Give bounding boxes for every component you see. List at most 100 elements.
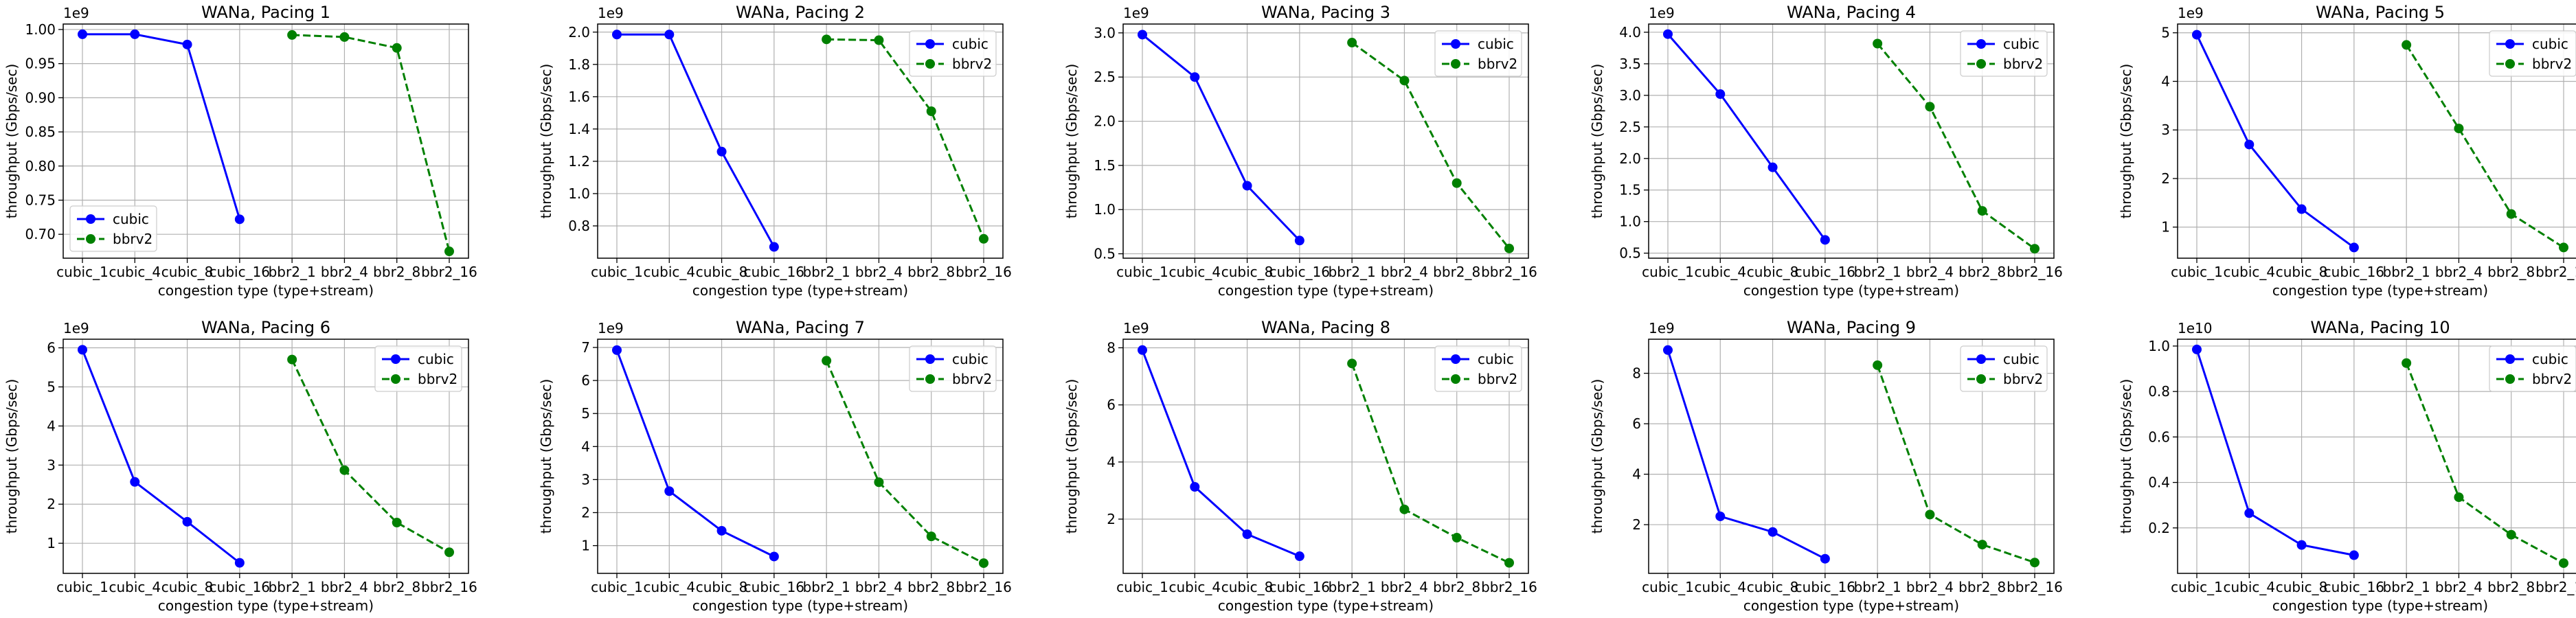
series-cubic-point [1663,345,1673,355]
plot-frame [1648,339,2055,574]
subplot-title: WANa, Pacing 7 [736,318,865,337]
series-cubic-line [1667,350,1826,560]
legend-cubic-label: cubic [952,351,988,367]
series-bbrv2-line [1351,363,1510,564]
y-tick-label: 4 [1632,466,1641,483]
x-tick-label: cubic_4 [643,264,695,280]
x-tick-label: cubic_1 [1642,264,1694,280]
x-tick-label: cubic_8 [161,579,214,595]
y-offset-label: 1e10 [2178,320,2212,336]
subplot-title: WANa, Pacing 6 [201,318,330,337]
x-tick-label: cubic_1 [56,264,109,280]
legend-cubic-marker [2505,354,2515,364]
x-tick-label: cubic_4 [1694,264,1746,280]
x-tick-label: cubic_16 [1795,579,1855,595]
series-bbrv2-point [822,34,832,45]
series-cubic-point [1820,553,1830,564]
series-cubic-point [1767,527,1778,537]
series-cubic-point [2192,30,2202,40]
subplot-title: WANa, Pacing 4 [1787,3,1916,22]
series-bbrv2-point [1504,243,1514,253]
x-tick-label: cubic_4 [1694,579,1746,595]
legend-cubic-marker [1976,39,1986,49]
series-bbrv2-point [287,30,297,40]
series-cubic-line [615,350,775,558]
x-tick-label: bbr2_8 [1433,579,1480,595]
legend: cubic bbrv2 [909,345,997,392]
legend-cubic-marker [391,354,400,364]
legend-cubic-label: cubic [952,36,988,52]
x-tick-label: cubic_8 [1747,264,1799,280]
y-tick-label: 0.90 [25,89,56,106]
y-offset-label: 1e9 [598,5,624,21]
x-tick-label: cubic_16 [2324,264,2384,280]
legend-bbrv2-label: bbrv2 [2532,371,2572,387]
x-tick-label: bbr2_4 [1906,264,1954,280]
y-tick-label: 5 [2161,25,2170,41]
x-tick-label: bbr2_16 [1481,264,1537,280]
y-tick-label: 1 [47,535,56,551]
x-tick-label: bbr2_1 [1854,579,1901,595]
y-tick-label: 1.0 [1619,214,1641,230]
series-cubic-point [78,345,87,355]
series-bbrv2-point [2506,209,2516,219]
series-cubic-line [1667,33,1827,241]
series-cubic-line [81,349,240,564]
y-tick-label: 1.00 [25,21,56,38]
series-cubic-line [2195,349,2355,556]
series-bbrv2-point [1977,206,1987,216]
x-axis-label: congestion type (type+stream) [1218,282,1434,299]
series-bbrv2-line [1351,41,1511,249]
x-tick-label: bbr2_16 [421,579,477,595]
plot-frame [1122,23,1529,259]
x-tick-label: bbr2_8 [907,264,955,280]
y-tick-label: 3 [2161,122,2170,138]
series-cubic-line [1141,350,1300,558]
series-cubic-point [769,551,779,562]
legend-bbrv2-label: bbrv2 [2003,371,2043,387]
series-bbrv2-point [979,558,988,569]
y-tick-label: 2 [1632,516,1641,533]
y-tick-label: 2.0 [1619,150,1641,167]
y-tick-label: 0.80 [25,158,56,174]
x-axis-label: congestion type (type+stream) [158,282,374,299]
y-tick-label: 1.0 [2148,338,2170,354]
y-tick-label: 0.5 [1094,246,1116,262]
series-bbrv2-point [2454,124,2464,134]
x-tick-label: cubic_1 [56,579,109,595]
x-tick-label: bbr2_8 [1433,264,1480,280]
x-tick-label: bbr2_8 [1958,264,2006,280]
series-cubic-point [1190,481,1200,492]
series-cubic-point [1767,162,1778,172]
y-axis-label: throughput (Gbps/sec) [1589,379,1605,534]
legend-bbrv2-marker [1976,374,1986,384]
subplot-title: WANa, Pacing 8 [1261,318,1390,337]
subplot-title: WANa, Pacing 1 [201,3,330,22]
y-tick-label: 0.4 [2148,474,2170,491]
x-tick-label: cubic_16 [1269,579,1330,595]
y-tick-label: 3.0 [1094,25,1116,41]
y-tick-label: 2.0 [568,24,590,41]
series-cubic-point [612,30,622,40]
x-tick-label: cubic_8 [696,579,748,595]
x-tick-label: cubic_1 [1116,264,1168,280]
legend: cubic bbrv2 [374,345,462,392]
x-axis-label: congestion type (type+stream) [158,597,374,614]
y-tick-label: 0.8 [568,218,590,234]
y-tick-label: 2.0 [1094,113,1116,130]
x-tick-label: cubic_1 [2171,264,2223,280]
legend-bbrv2-label: bbrv2 [952,56,992,72]
legend-cubic-label: cubic [1478,351,1514,367]
y-tick-label: 7 [581,339,590,356]
legend-bbrv2-marker [1976,59,1986,69]
subplot-title: WANa, Pacing 5 [2316,3,2445,22]
legend-cubic-marker [925,39,935,49]
x-tick-label: bbr2_1 [1329,579,1376,595]
x-tick-label: bbr2_4 [1381,264,1428,280]
y-tick-label: 0.5 [1619,245,1641,262]
series-cubic-point [612,345,622,355]
y-axis-label: throughput (Gbps/sec) [3,379,20,534]
